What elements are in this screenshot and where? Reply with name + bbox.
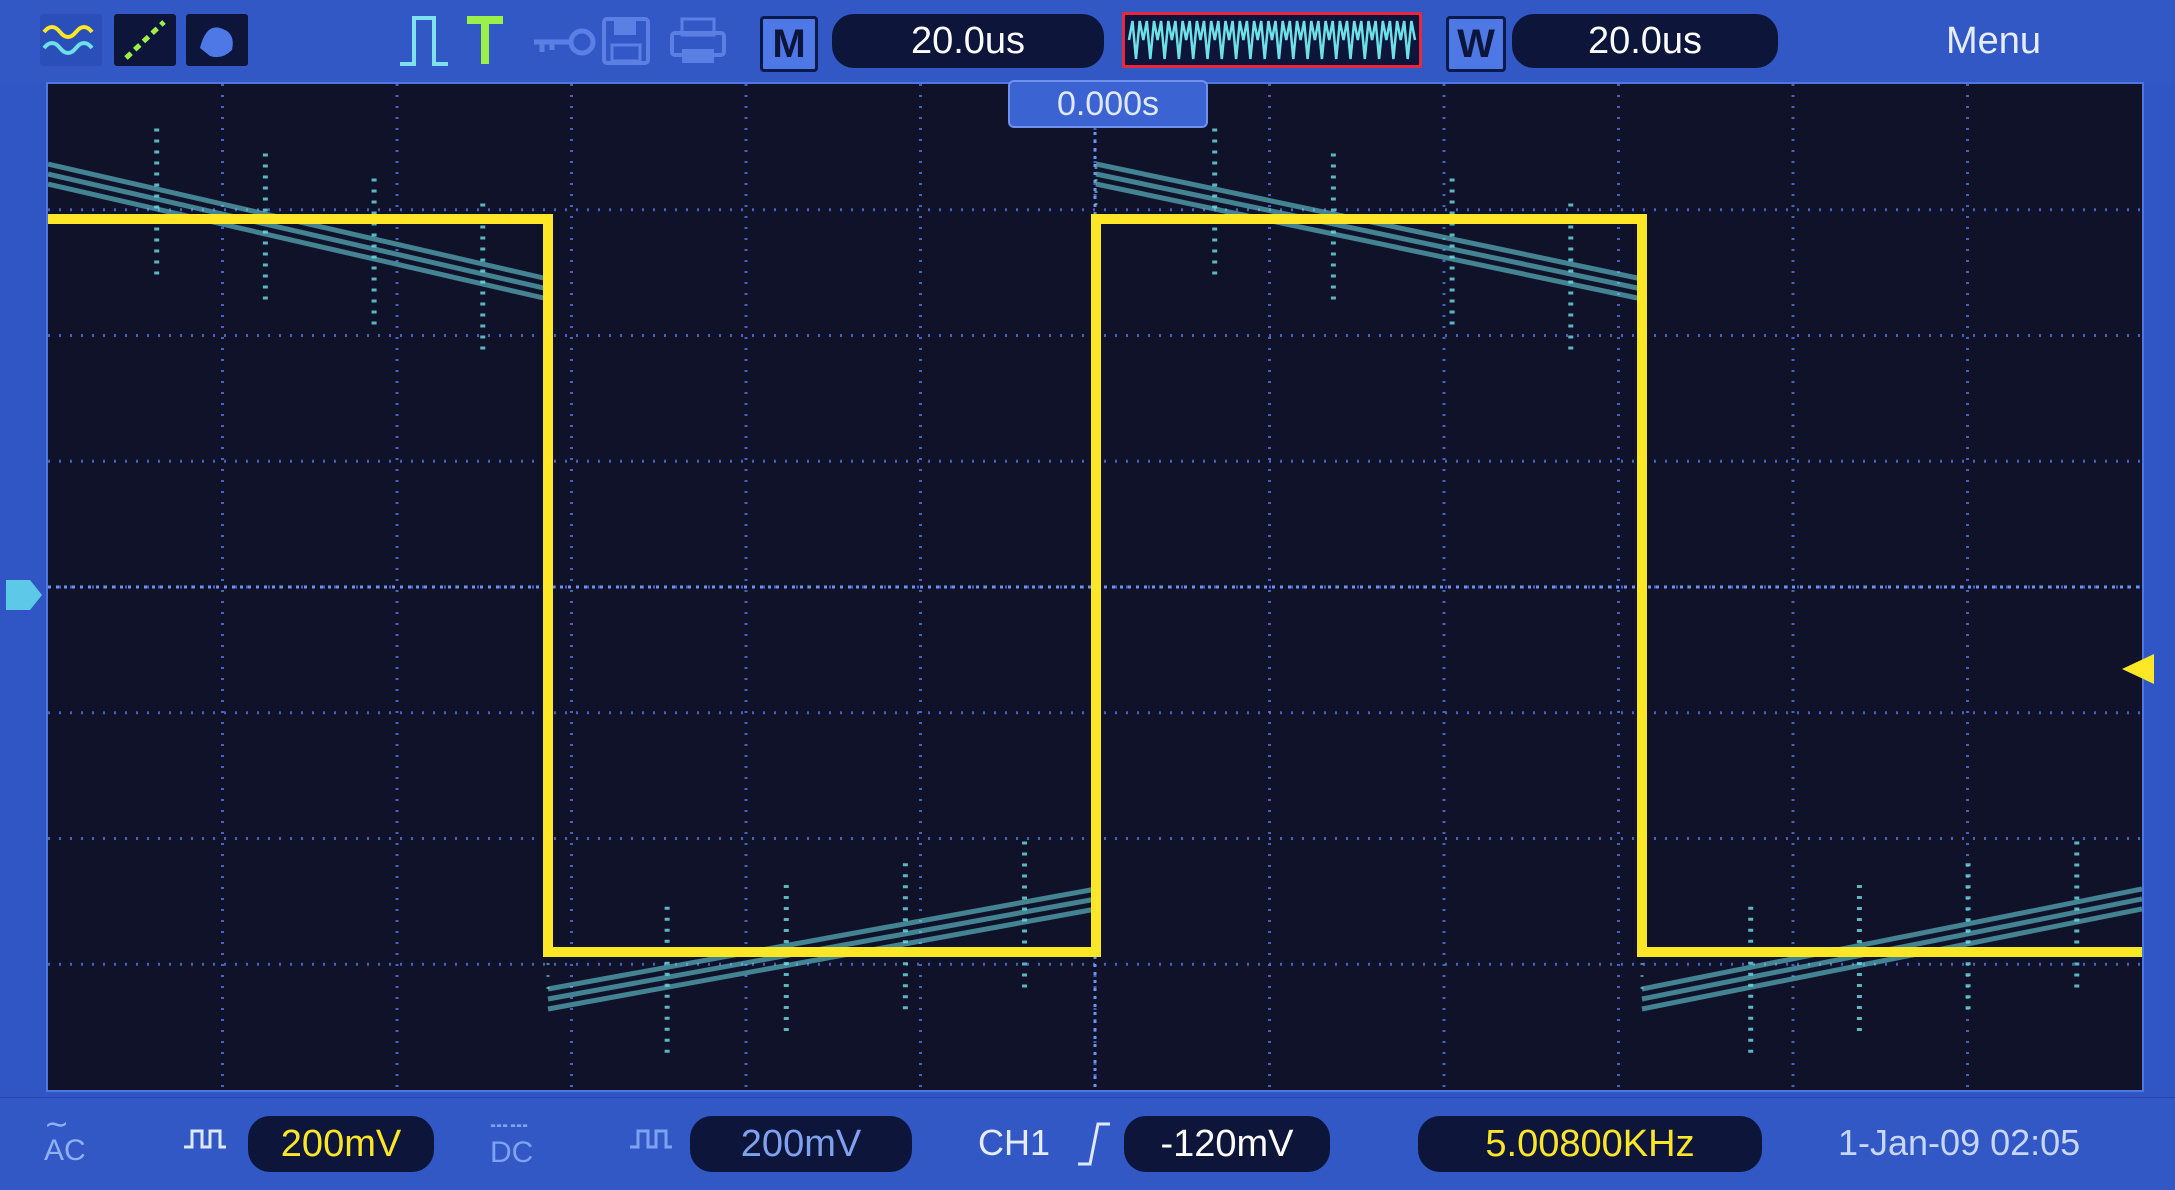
ch2-trace-band <box>1095 181 1643 302</box>
trigger-position-readout: 0.000s <box>1008 80 1208 128</box>
window-value[interactable]: 20.0us <box>1512 14 1778 68</box>
waveform-mode-icon[interactable] <box>40 14 102 66</box>
timebase-mode-button[interactable]: M <box>760 16 818 72</box>
frequency-readout: 5.00800KHz <box>1418 1116 1762 1172</box>
window-mode-button[interactable]: W <box>1446 16 1506 72</box>
waveform-overview[interactable] <box>1122 12 1422 68</box>
menu-button[interactable]: Menu <box>1946 20 2042 62</box>
ch1-wave-icon <box>180 1118 230 1158</box>
trigger-level-marker[interactable] <box>2120 652 2156 691</box>
waveform-display[interactable] <box>46 82 2144 1092</box>
dc-icon: ┄┄ <box>490 1110 531 1143</box>
ch2-trace-band <box>547 906 1097 1012</box>
ch1-trace <box>48 214 2142 957</box>
pulse-trigger-icon[interactable] <box>394 10 454 70</box>
ch2-trace-band <box>48 181 549 302</box>
ac-icon: ∼ <box>44 1108 70 1141</box>
trigger-source[interactable]: CH1 <box>978 1122 1051 1163</box>
ch2-coupling[interactable]: ┄┄ DC <box>490 1110 534 1169</box>
ch2-trace-band <box>48 171 549 292</box>
ch2-trace-band <box>1095 171 1643 292</box>
rising-edge-icon <box>1074 1116 1114 1172</box>
status-bar: ∼ AC 200mV ┄┄ DC 200mV CH1 -120mV 5.0080… <box>0 1097 2175 1190</box>
ch2-scale[interactable]: 200mV <box>690 1116 912 1172</box>
ch2-trace-band <box>1641 886 2142 992</box>
save-icon[interactable] <box>598 14 654 68</box>
ch1-coupling[interactable]: ∼ AC <box>44 1108 86 1167</box>
datetime: 1-Jan-09 02:05 <box>1838 1122 2081 1163</box>
ch2-trace-band <box>1641 906 2142 1012</box>
toolbar: M 20.0us W 20.0us Menu <box>0 0 2175 82</box>
ch2-trace-band <box>547 886 1097 992</box>
ch2-wave-icon <box>626 1118 676 1158</box>
ch1-scale[interactable]: 200mV <box>248 1116 434 1172</box>
persist-icon[interactable] <box>186 14 248 66</box>
xy-mode-icon[interactable] <box>114 14 176 66</box>
timebase-value[interactable]: 20.0us <box>832 14 1104 68</box>
graticule <box>48 84 2142 1090</box>
overview-wave-icon <box>1127 20 1417 60</box>
ch1-ground-marker[interactable] <box>4 578 44 617</box>
key-lock-icon[interactable] <box>528 20 598 64</box>
trigger-level[interactable]: -120mV <box>1124 1116 1330 1172</box>
print-icon[interactable] <box>666 14 730 68</box>
trigger-t-icon[interactable] <box>462 10 508 70</box>
